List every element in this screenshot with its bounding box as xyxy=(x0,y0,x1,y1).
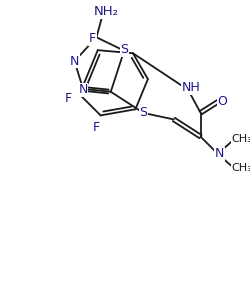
Text: O: O xyxy=(217,95,226,108)
Text: N: N xyxy=(214,147,224,160)
Text: N: N xyxy=(78,83,88,96)
Text: S: S xyxy=(139,106,147,119)
Text: NH₂: NH₂ xyxy=(93,5,118,18)
Text: NH: NH xyxy=(181,81,200,94)
Text: N: N xyxy=(70,55,79,68)
Text: CH₃: CH₃ xyxy=(230,135,250,145)
Text: F: F xyxy=(92,121,100,133)
Text: CH₃: CH₃ xyxy=(230,163,250,173)
Text: F: F xyxy=(64,92,71,105)
Text: S: S xyxy=(120,43,128,56)
Text: F: F xyxy=(88,32,96,46)
